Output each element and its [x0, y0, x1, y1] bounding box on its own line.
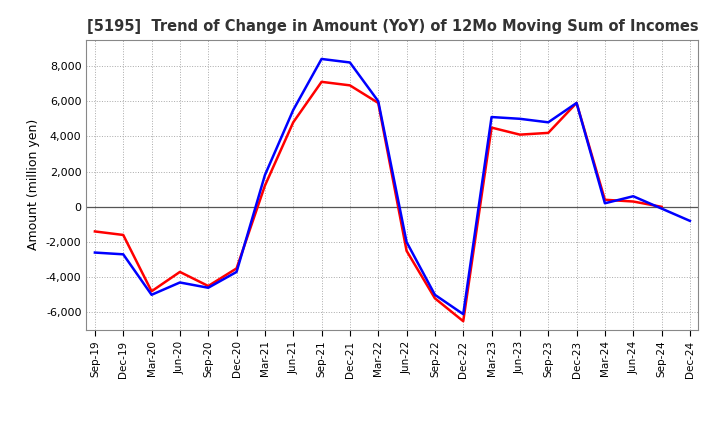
Net Income — [629, 199, 637, 204]
Y-axis label: Amount (million yen): Amount (million yen) — [27, 119, 40, 250]
Ordinary Income — [91, 250, 99, 255]
Ordinary Income — [289, 107, 297, 113]
Net Income — [459, 319, 467, 324]
Net Income — [233, 266, 241, 271]
Ordinary Income — [544, 120, 552, 125]
Net Income — [402, 248, 411, 253]
Ordinary Income — [318, 56, 326, 62]
Net Income — [657, 204, 666, 209]
Ordinary Income — [148, 292, 156, 297]
Net Income — [431, 296, 439, 301]
Ordinary Income — [459, 312, 467, 317]
Title: [5195]  Trend of Change in Amount (YoY) of 12Mo Moving Sum of Incomes: [5195] Trend of Change in Amount (YoY) o… — [86, 19, 698, 34]
Net Income — [91, 229, 99, 234]
Ordinary Income — [487, 114, 496, 120]
Ordinary Income — [600, 201, 609, 206]
Net Income — [176, 269, 184, 275]
Net Income — [572, 100, 581, 106]
Net Income — [148, 289, 156, 294]
Ordinary Income — [572, 100, 581, 106]
Net Income — [204, 283, 212, 289]
Ordinary Income — [204, 285, 212, 290]
Ordinary Income — [516, 116, 524, 121]
Ordinary Income — [685, 218, 694, 224]
Ordinary Income — [374, 99, 382, 104]
Net Income — [374, 100, 382, 106]
Ordinary Income — [402, 239, 411, 245]
Ordinary Income — [629, 194, 637, 199]
Line: Ordinary Income: Ordinary Income — [95, 59, 690, 314]
Net Income — [487, 125, 496, 130]
Net Income — [261, 183, 269, 188]
Ordinary Income — [119, 252, 127, 257]
Ordinary Income — [346, 60, 354, 65]
Net Income — [600, 197, 609, 202]
Net Income — [346, 83, 354, 88]
Ordinary Income — [431, 292, 439, 297]
Net Income — [119, 232, 127, 238]
Line: Net Income: Net Income — [95, 82, 662, 321]
Net Income — [544, 130, 552, 136]
Net Income — [318, 79, 326, 84]
Ordinary Income — [176, 280, 184, 285]
Net Income — [516, 132, 524, 137]
Ordinary Income — [657, 206, 666, 211]
Ordinary Income — [233, 269, 241, 275]
Ordinary Income — [261, 172, 269, 178]
Net Income — [289, 120, 297, 125]
